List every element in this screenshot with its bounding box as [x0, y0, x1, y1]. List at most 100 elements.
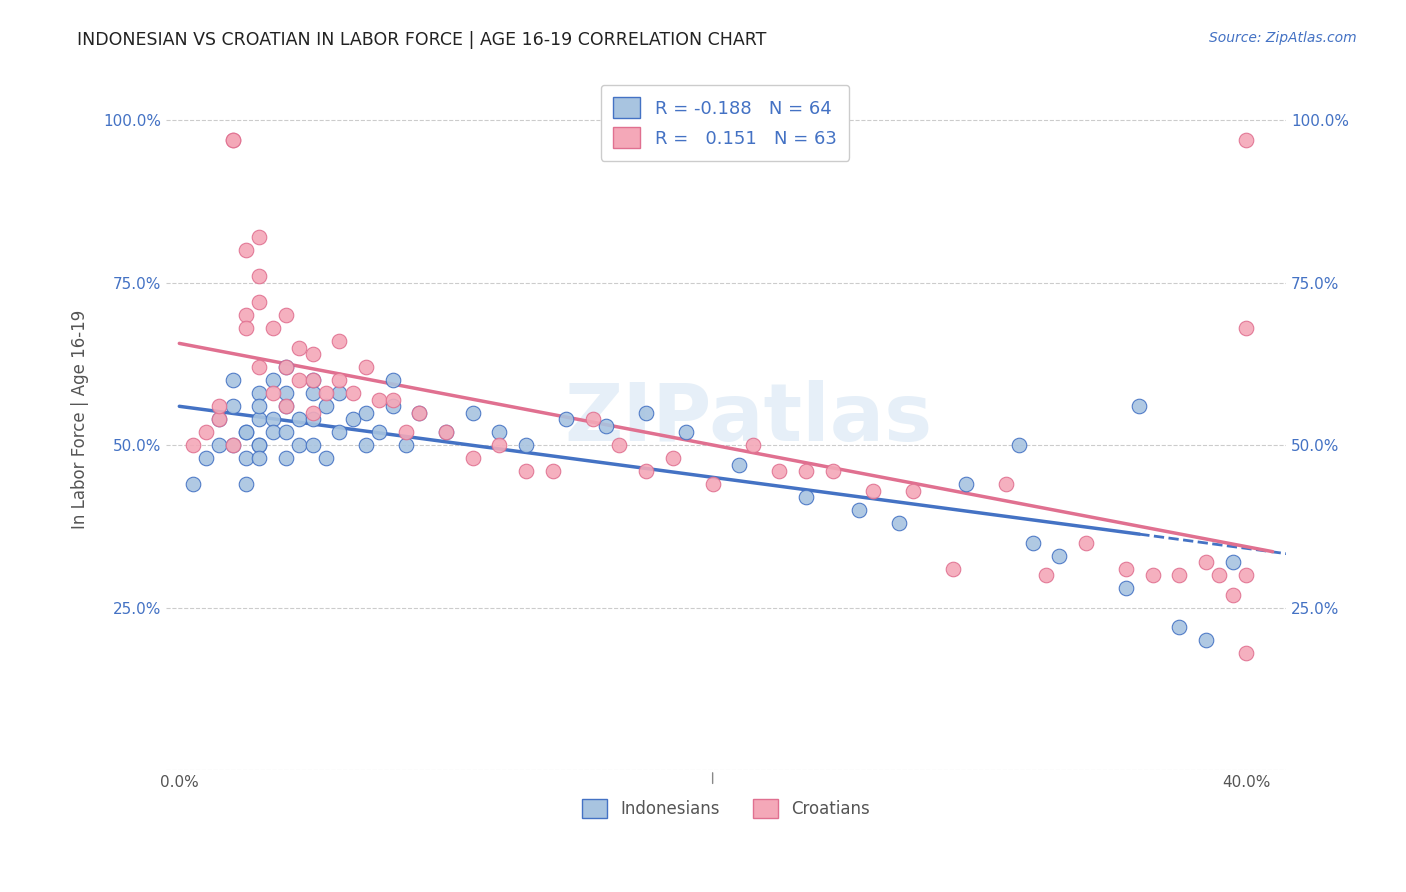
Point — [235, 451, 257, 466]
Point — [247, 295, 270, 310]
Point — [274, 309, 297, 323]
Point — [728, 458, 751, 472]
Point — [301, 412, 323, 426]
Point — [1021, 535, 1043, 549]
Point — [434, 425, 457, 440]
Point — [274, 399, 297, 413]
Point — [208, 412, 231, 426]
Point — [221, 133, 243, 147]
Point — [555, 412, 578, 426]
Point — [301, 373, 323, 387]
Point — [1115, 561, 1137, 575]
Point — [994, 477, 1017, 491]
Point — [408, 406, 430, 420]
Point — [247, 451, 270, 466]
Point — [195, 451, 218, 466]
Point — [1208, 568, 1230, 582]
Point — [274, 451, 297, 466]
Point — [1142, 568, 1164, 582]
Point — [1234, 321, 1257, 335]
Point — [1128, 399, 1150, 413]
Point — [288, 438, 311, 452]
Point — [221, 373, 243, 387]
Point — [488, 438, 510, 452]
Point — [1234, 133, 1257, 147]
Point — [235, 425, 257, 440]
Point — [262, 412, 284, 426]
Point — [395, 425, 418, 440]
Point — [889, 516, 911, 531]
Point — [328, 386, 350, 401]
Point — [1195, 555, 1218, 569]
Point — [541, 464, 564, 478]
Point — [1234, 646, 1257, 660]
Point — [768, 464, 790, 478]
Point — [247, 438, 270, 452]
Point — [274, 386, 297, 401]
Point — [247, 386, 270, 401]
Point — [208, 399, 231, 413]
Point — [301, 406, 323, 420]
Point — [301, 386, 323, 401]
Point — [395, 438, 418, 452]
Point — [181, 438, 204, 452]
Point — [434, 425, 457, 440]
Point — [634, 464, 657, 478]
Point — [794, 464, 817, 478]
Point — [1222, 588, 1244, 602]
Point — [315, 451, 337, 466]
Point — [315, 386, 337, 401]
Point — [1074, 535, 1097, 549]
Point — [247, 230, 270, 244]
Point — [515, 464, 537, 478]
Point — [301, 438, 323, 452]
Point — [1222, 555, 1244, 569]
Point — [274, 360, 297, 375]
Point — [328, 334, 350, 349]
Point — [368, 392, 391, 407]
Point — [247, 438, 270, 452]
Text: INDONESIAN VS CROATIAN IN LABOR FORCE | AGE 16-19 CORRELATION CHART: INDONESIAN VS CROATIAN IN LABOR FORCE | … — [77, 31, 766, 49]
Point — [301, 373, 323, 387]
Point — [848, 503, 870, 517]
Point — [634, 406, 657, 420]
Point — [1195, 633, 1218, 648]
Point — [195, 425, 218, 440]
Point — [274, 425, 297, 440]
Point — [328, 373, 350, 387]
Point — [821, 464, 844, 478]
Point — [235, 309, 257, 323]
Point — [862, 483, 884, 498]
Point — [247, 269, 270, 284]
Point — [955, 477, 977, 491]
Point — [208, 438, 231, 452]
Point — [247, 399, 270, 413]
Point — [354, 406, 377, 420]
Point — [368, 425, 391, 440]
Point — [1035, 568, 1057, 582]
Point — [661, 451, 683, 466]
Point — [354, 360, 377, 375]
Point — [702, 477, 724, 491]
Y-axis label: In Labor Force | Age 16-19: In Labor Force | Age 16-19 — [72, 310, 89, 529]
Point — [381, 392, 404, 407]
Point — [408, 406, 430, 420]
Point — [607, 438, 630, 452]
Point — [741, 438, 763, 452]
Point — [288, 373, 311, 387]
Point — [328, 425, 350, 440]
Point — [342, 412, 364, 426]
Point — [221, 438, 243, 452]
Point — [488, 425, 510, 440]
Text: Source: ZipAtlas.com: Source: ZipAtlas.com — [1209, 31, 1357, 45]
Point — [1168, 568, 1191, 582]
Point — [1008, 438, 1031, 452]
Point — [354, 438, 377, 452]
Text: ZIPatlas: ZIPatlas — [564, 380, 932, 458]
Point — [235, 425, 257, 440]
Point — [274, 399, 297, 413]
Point — [247, 360, 270, 375]
Point — [515, 438, 537, 452]
Point — [675, 425, 697, 440]
Point — [582, 412, 605, 426]
